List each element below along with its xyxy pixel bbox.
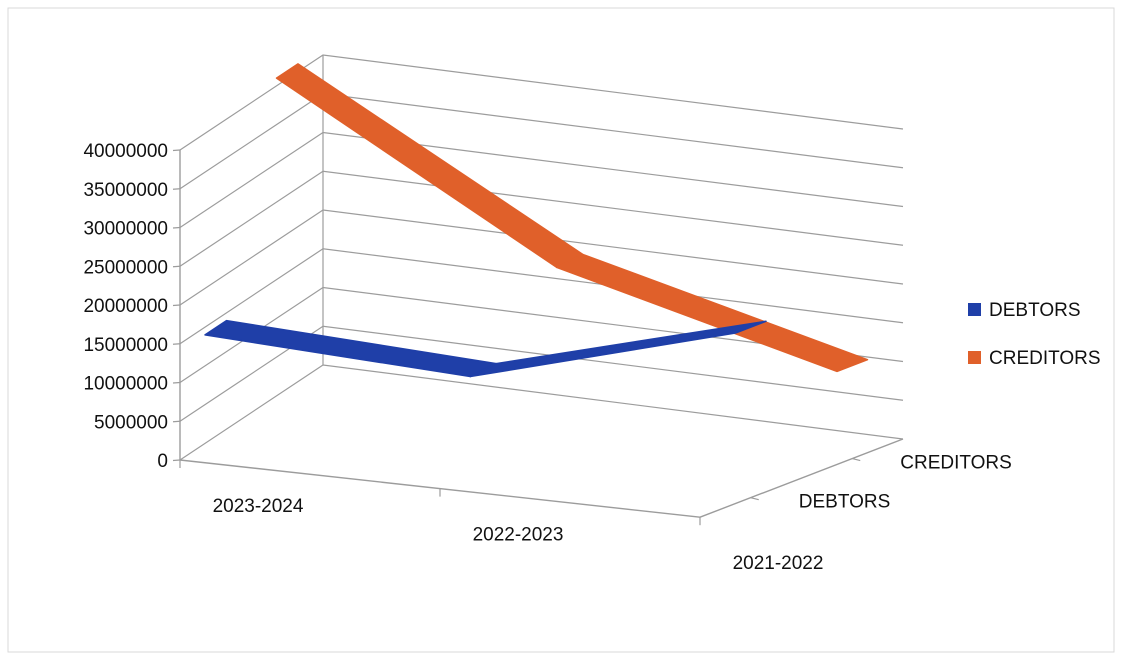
chart-frame xyxy=(7,7,1115,653)
y-tick-label: 10000000 xyxy=(83,374,168,395)
legend-label: CREDITORS xyxy=(989,348,1101,369)
y-tick-mark xyxy=(172,381,181,384)
depth-tick-mark xyxy=(852,457,861,462)
legend: DEBTORS CREDITORS xyxy=(968,300,1101,369)
y-tick-label: 20000000 xyxy=(83,296,168,317)
series-segment xyxy=(469,320,767,378)
x-axis-ticks: 2023-2024 2022-2023 2021-2022 xyxy=(179,460,824,574)
x-tick-label: 2021-2022 xyxy=(733,553,824,574)
y-tick-mark xyxy=(172,188,181,190)
y-tick-label: 5000000 xyxy=(94,412,168,433)
y-tick-label: 15000000 xyxy=(83,335,168,356)
y-tick-label: 30000000 xyxy=(83,219,168,240)
depth-axis-line xyxy=(699,438,904,518)
legend-label: DEBTORS xyxy=(989,300,1081,321)
y-tick-mark xyxy=(172,304,181,307)
series-debtors xyxy=(204,319,767,378)
y-tick-mark xyxy=(172,459,181,462)
y-axis-ticks: 0 5000000 10000000 15000000 20000000 25000000… xyxy=(83,141,181,472)
y-tick-mark xyxy=(172,149,181,152)
legend-swatch xyxy=(968,351,981,364)
y-tick-label: 0 xyxy=(157,451,168,472)
y-tick-mark xyxy=(172,343,181,345)
series-segment xyxy=(556,253,869,373)
x-tick-label: 2023-2024 xyxy=(213,496,304,517)
depth-axis-ticks: DEBTORS CREDITORS xyxy=(750,453,1012,513)
y-tick-mark xyxy=(172,226,181,229)
x-tick-label: 2022-2023 xyxy=(473,525,564,546)
legend-swatch xyxy=(968,303,981,316)
series-creditors xyxy=(275,63,869,373)
y-tick-label: 40000000 xyxy=(83,141,168,162)
series-layer xyxy=(204,63,869,378)
depth-tick-label: DEBTORS xyxy=(799,492,891,513)
y-tick-mark xyxy=(172,420,181,423)
depth-tick-mark xyxy=(750,497,759,501)
y-tick-mark xyxy=(172,265,181,268)
y-tick-label: 25000000 xyxy=(83,257,168,278)
depth-tick-label: CREDITORS xyxy=(900,453,1012,474)
y-tick-label: 35000000 xyxy=(83,180,168,201)
